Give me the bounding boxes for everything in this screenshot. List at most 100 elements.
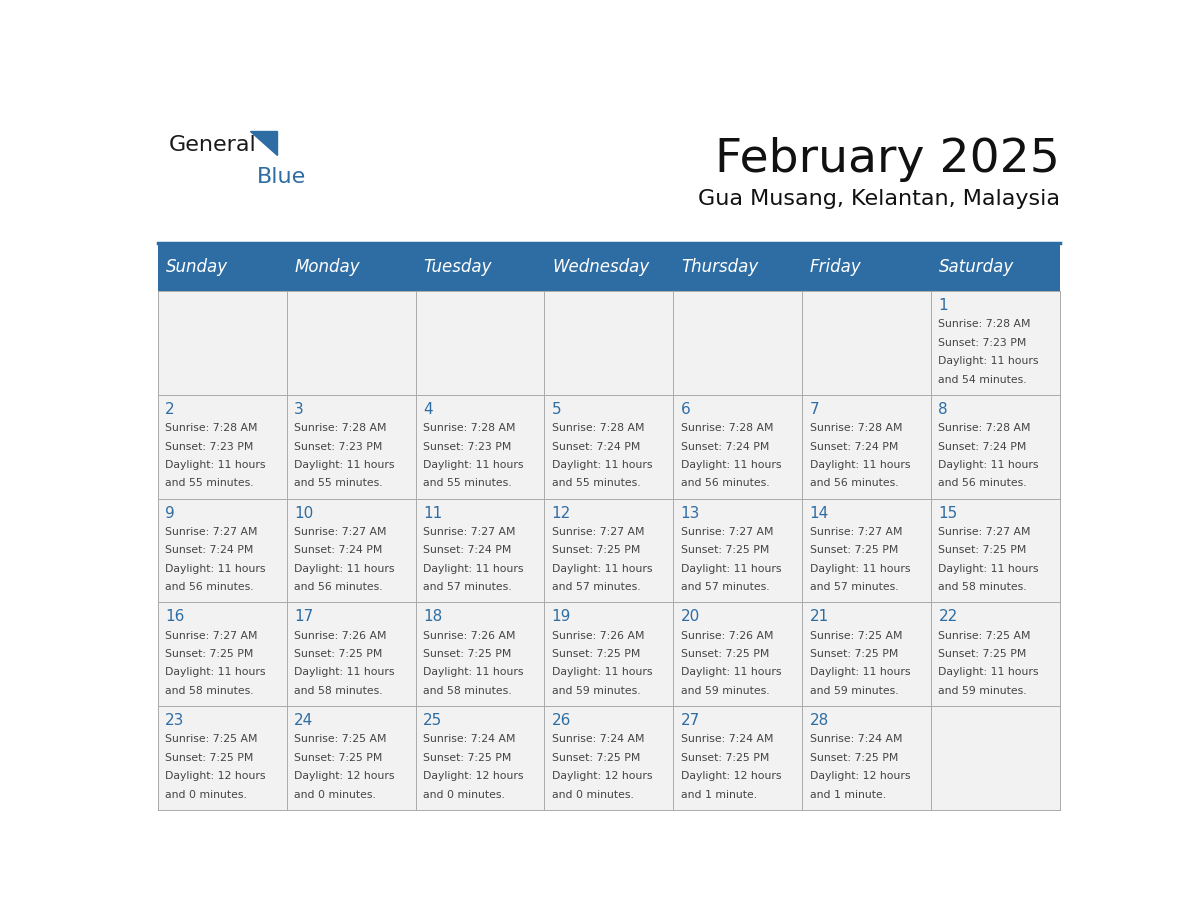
Text: and 56 minutes.: and 56 minutes.	[809, 478, 898, 488]
Text: Daylight: 12 hours: Daylight: 12 hours	[809, 771, 910, 781]
Text: Sunset: 7:25 PM: Sunset: 7:25 PM	[809, 649, 898, 659]
Bar	[286, 498, 416, 602]
Bar	[931, 291, 1060, 395]
Text: General: General	[169, 135, 257, 155]
Text: 17: 17	[293, 610, 314, 624]
Text: Sunrise: 7:26 AM: Sunrise: 7:26 AM	[423, 631, 516, 641]
Text: Sunset: 7:25 PM: Sunset: 7:25 PM	[423, 753, 511, 763]
Text: 5: 5	[551, 402, 562, 417]
Text: and 54 minutes.: and 54 minutes.	[939, 375, 1028, 385]
Bar	[802, 706, 931, 810]
Bar	[158, 291, 286, 395]
Text: Wednesday: Wednesday	[552, 258, 650, 276]
Text: and 55 minutes.: and 55 minutes.	[423, 478, 512, 488]
Text: February 2025: February 2025	[715, 137, 1060, 182]
Text: 13: 13	[681, 506, 700, 521]
Text: Sunset: 7:23 PM: Sunset: 7:23 PM	[939, 338, 1026, 348]
Text: and 58 minutes.: and 58 minutes.	[423, 686, 512, 696]
Bar	[674, 602, 802, 706]
Bar	[802, 291, 931, 395]
Text: 26: 26	[551, 713, 571, 728]
Text: Sunrise: 7:26 AM: Sunrise: 7:26 AM	[293, 631, 386, 641]
Text: 28: 28	[809, 713, 829, 728]
Text: Friday: Friday	[810, 258, 861, 276]
Text: and 57 minutes.: and 57 minutes.	[551, 582, 640, 592]
Text: Daylight: 11 hours: Daylight: 11 hours	[809, 460, 910, 470]
Text: Sunrise: 7:25 AM: Sunrise: 7:25 AM	[293, 734, 386, 744]
Text: Sunset: 7:25 PM: Sunset: 7:25 PM	[809, 545, 898, 555]
Text: 16: 16	[165, 610, 184, 624]
Text: and 0 minutes.: and 0 minutes.	[551, 789, 633, 800]
Text: Sunrise: 7:27 AM: Sunrise: 7:27 AM	[293, 527, 386, 537]
Bar	[158, 706, 286, 810]
Text: Sunset: 7:24 PM: Sunset: 7:24 PM	[165, 545, 253, 555]
Text: and 1 minute.: and 1 minute.	[681, 789, 757, 800]
Text: and 58 minutes.: and 58 minutes.	[165, 686, 254, 696]
Text: Sunset: 7:24 PM: Sunset: 7:24 PM	[681, 442, 769, 452]
Text: 12: 12	[551, 506, 571, 521]
Text: 8: 8	[939, 402, 948, 417]
Text: and 55 minutes.: and 55 minutes.	[293, 478, 383, 488]
Text: Sunrise: 7:28 AM: Sunrise: 7:28 AM	[809, 423, 902, 433]
Bar	[931, 706, 1060, 810]
Text: and 57 minutes.: and 57 minutes.	[423, 582, 512, 592]
Text: Sunrise: 7:24 AM: Sunrise: 7:24 AM	[681, 734, 773, 744]
Text: 1: 1	[939, 298, 948, 313]
Text: 9: 9	[165, 506, 175, 521]
Text: 23: 23	[165, 713, 184, 728]
Bar	[286, 291, 416, 395]
Text: Sunrise: 7:25 AM: Sunrise: 7:25 AM	[939, 631, 1031, 641]
Bar	[286, 706, 416, 810]
Text: 6: 6	[681, 402, 690, 417]
Text: Daylight: 11 hours: Daylight: 11 hours	[939, 667, 1040, 677]
Text: Sunset: 7:23 PM: Sunset: 7:23 PM	[423, 442, 511, 452]
Text: and 56 minutes.: and 56 minutes.	[293, 582, 383, 592]
Bar	[158, 395, 286, 498]
Text: Daylight: 11 hours: Daylight: 11 hours	[165, 460, 266, 470]
Text: Sunset: 7:25 PM: Sunset: 7:25 PM	[551, 753, 640, 763]
Text: Daylight: 11 hours: Daylight: 11 hours	[809, 564, 910, 574]
Text: Sunrise: 7:28 AM: Sunrise: 7:28 AM	[551, 423, 644, 433]
Text: and 59 minutes.: and 59 minutes.	[551, 686, 640, 696]
Text: 20: 20	[681, 610, 700, 624]
Text: Sunset: 7:25 PM: Sunset: 7:25 PM	[165, 649, 253, 659]
Text: Sunrise: 7:28 AM: Sunrise: 7:28 AM	[939, 423, 1031, 433]
Text: Sunrise: 7:27 AM: Sunrise: 7:27 AM	[939, 527, 1031, 537]
Text: 2: 2	[165, 402, 175, 417]
Bar	[674, 498, 802, 602]
Text: Sunset: 7:24 PM: Sunset: 7:24 PM	[551, 442, 640, 452]
Text: Sunrise: 7:28 AM: Sunrise: 7:28 AM	[293, 423, 386, 433]
Bar	[931, 498, 1060, 602]
Text: Sunday: Sunday	[165, 258, 228, 276]
Bar	[416, 395, 544, 498]
Text: Daylight: 11 hours: Daylight: 11 hours	[423, 564, 524, 574]
Text: Sunrise: 7:27 AM: Sunrise: 7:27 AM	[165, 631, 258, 641]
Text: 11: 11	[423, 506, 442, 521]
Text: Sunset: 7:24 PM: Sunset: 7:24 PM	[293, 545, 383, 555]
Text: Sunrise: 7:25 AM: Sunrise: 7:25 AM	[809, 631, 902, 641]
Bar	[286, 395, 416, 498]
Text: 4: 4	[423, 402, 432, 417]
Text: Sunrise: 7:24 AM: Sunrise: 7:24 AM	[809, 734, 902, 744]
Text: Sunset: 7:23 PM: Sunset: 7:23 PM	[293, 442, 383, 452]
Bar	[931, 395, 1060, 498]
Text: 7: 7	[809, 402, 820, 417]
Bar	[544, 395, 674, 498]
Text: and 59 minutes.: and 59 minutes.	[939, 686, 1028, 696]
Text: Sunset: 7:24 PM: Sunset: 7:24 PM	[809, 442, 898, 452]
Text: Daylight: 11 hours: Daylight: 11 hours	[165, 564, 266, 574]
Bar	[416, 706, 544, 810]
Text: Sunrise: 7:27 AM: Sunrise: 7:27 AM	[681, 527, 773, 537]
Text: Sunrise: 7:27 AM: Sunrise: 7:27 AM	[165, 527, 258, 537]
Text: Blue: Blue	[257, 167, 307, 186]
Text: Sunset: 7:24 PM: Sunset: 7:24 PM	[939, 442, 1026, 452]
Bar	[544, 291, 674, 395]
Text: Daylight: 11 hours: Daylight: 11 hours	[551, 667, 652, 677]
Text: 24: 24	[293, 713, 314, 728]
Text: and 57 minutes.: and 57 minutes.	[681, 582, 770, 592]
Bar	[674, 706, 802, 810]
Text: 27: 27	[681, 713, 700, 728]
Text: Daylight: 11 hours: Daylight: 11 hours	[293, 460, 394, 470]
Text: and 59 minutes.: and 59 minutes.	[809, 686, 898, 696]
Text: and 58 minutes.: and 58 minutes.	[939, 582, 1028, 592]
